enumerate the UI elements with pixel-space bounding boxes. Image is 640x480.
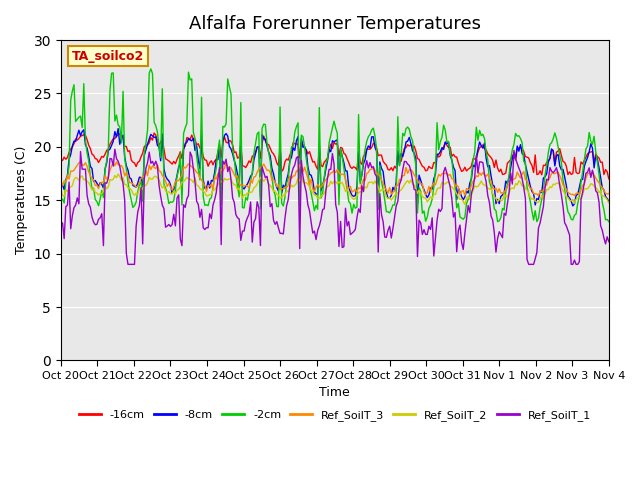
Ref_SoilT_1 [515, 165, 523, 171]
-8cm [115, 126, 122, 132]
Line: -2cm: -2cm [61, 69, 609, 222]
Ref_SoilT_2 [63, 189, 71, 194]
Line: -8cm: -8cm [61, 129, 609, 206]
Ref_SoilT_3 [366, 167, 374, 172]
-8cm [513, 143, 521, 149]
-8cm [180, 147, 188, 153]
Ref_SoilT_1 [368, 165, 376, 170]
Ref_SoilT_1 [508, 181, 516, 187]
-2cm [508, 147, 516, 153]
-2cm [147, 66, 155, 72]
-2cm [515, 133, 523, 139]
Ref_SoilT_2 [508, 185, 516, 191]
-8cm [366, 145, 374, 151]
Ref_SoilT_2 [180, 179, 188, 184]
-2cm [366, 132, 374, 137]
-8cm [57, 182, 65, 188]
-16cm [222, 139, 230, 145]
Ref_SoilT_2 [57, 188, 65, 194]
-2cm [57, 196, 65, 202]
-16cm [513, 146, 521, 152]
Line: Ref_SoilT_3: Ref_SoilT_3 [61, 162, 609, 196]
Line: Ref_SoilT_1: Ref_SoilT_1 [61, 149, 609, 264]
-16cm [150, 130, 158, 136]
Ref_SoilT_2 [605, 200, 612, 206]
Ref_SoilT_3 [222, 159, 230, 165]
-8cm [605, 198, 612, 204]
Ref_SoilT_2 [222, 177, 230, 182]
Ref_SoilT_1 [57, 221, 65, 227]
Ref_SoilT_2 [461, 202, 468, 207]
-2cm [222, 121, 230, 127]
-8cm [63, 172, 71, 178]
-16cm [180, 145, 188, 151]
-16cm [605, 176, 612, 182]
-2cm [493, 219, 501, 225]
Ref_SoilT_3 [63, 173, 71, 179]
Ref_SoilT_1 [224, 169, 232, 175]
-2cm [63, 174, 71, 180]
X-axis label: Time: Time [319, 386, 350, 399]
Title: Alfalfa Forerunner Temperatures: Alfalfa Forerunner Temperatures [189, 15, 481, 33]
Legend: -16cm, -8cm, -2cm, Ref_SoilT_3, Ref_SoilT_2, Ref_SoilT_1: -16cm, -8cm, -2cm, Ref_SoilT_3, Ref_Soil… [74, 406, 595, 425]
-16cm [507, 156, 515, 162]
Ref_SoilT_3 [113, 159, 120, 165]
-2cm [605, 219, 612, 225]
Ref_SoilT_2 [515, 178, 523, 184]
-8cm [507, 165, 515, 170]
Text: TA_soilco2: TA_soilco2 [72, 50, 144, 63]
-16cm [366, 146, 374, 152]
Ref_SoilT_2 [366, 180, 374, 185]
Ref_SoilT_3 [605, 191, 612, 196]
Ref_SoilT_2 [115, 171, 122, 177]
Ref_SoilT_1 [124, 262, 132, 267]
Ref_SoilT_3 [507, 177, 515, 182]
Ref_SoilT_1 [181, 204, 189, 210]
-8cm [222, 131, 230, 136]
-2cm [180, 131, 188, 136]
Line: -16cm: -16cm [61, 133, 609, 179]
-16cm [63, 155, 71, 160]
Y-axis label: Temperatures (C): Temperatures (C) [15, 146, 28, 254]
Ref_SoilT_1 [63, 202, 71, 208]
Ref_SoilT_3 [534, 193, 542, 199]
-8cm [569, 203, 577, 209]
-16cm [57, 158, 65, 164]
Ref_SoilT_1 [605, 239, 612, 244]
Line: Ref_SoilT_2: Ref_SoilT_2 [61, 174, 609, 204]
Ref_SoilT_3 [180, 164, 188, 170]
Ref_SoilT_3 [513, 169, 521, 175]
Ref_SoilT_1 [111, 146, 118, 152]
Ref_SoilT_3 [57, 179, 65, 185]
